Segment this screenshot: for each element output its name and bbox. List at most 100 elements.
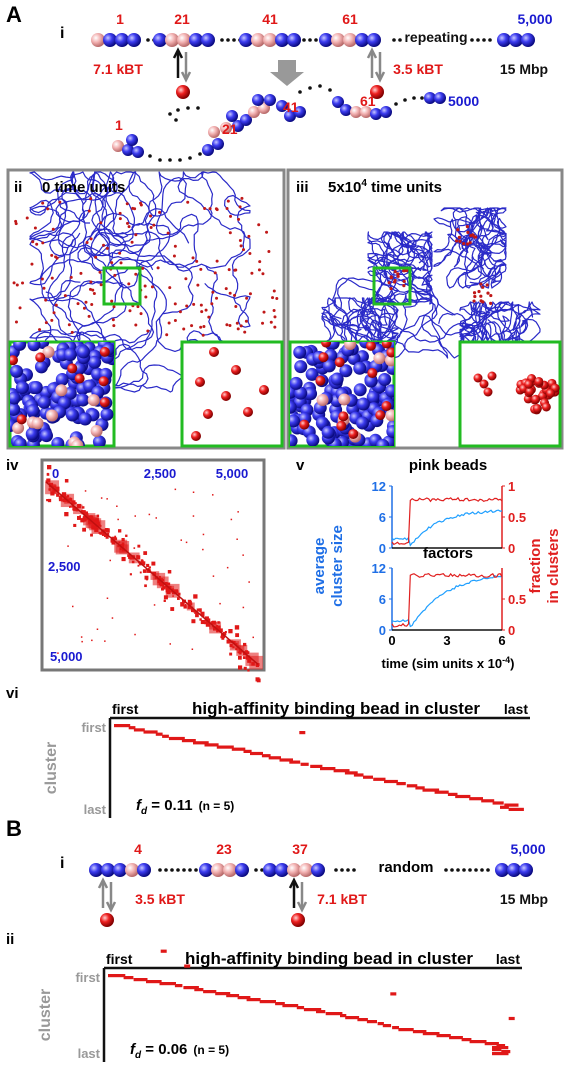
blue-bead — [264, 94, 276, 106]
pink-bead — [220, 122, 232, 134]
cluster-mark — [143, 730, 158, 734]
factor-dot — [238, 239, 242, 243]
chain-dot — [488, 38, 492, 42]
contact — [109, 559, 111, 562]
chain-dot — [346, 868, 350, 872]
factor-dot — [92, 292, 96, 296]
factor-dot — [243, 330, 247, 334]
contact — [237, 511, 239, 513]
contact — [90, 533, 93, 537]
contact — [58, 497, 63, 502]
fd-value: fd = 0.06 (n = 5) — [130, 1041, 229, 1061]
cluster-mark — [353, 773, 364, 777]
red-bead — [67, 363, 78, 374]
factor-dot — [69, 275, 73, 279]
cluster-mark — [204, 743, 219, 747]
factor-dot — [190, 324, 194, 328]
red-bead — [365, 342, 376, 351]
red-bead — [98, 376, 109, 387]
factor-dot — [149, 214, 153, 218]
v-left-tick-label: 6 — [379, 592, 386, 607]
factor-dot — [199, 325, 203, 329]
chain-dot — [188, 156, 192, 160]
factor-dot — [51, 227, 55, 231]
cluster-mark — [398, 1028, 414, 1032]
blue-bead — [319, 33, 333, 47]
v-right-tick-label: 0 — [508, 623, 515, 638]
red-bead — [524, 379, 534, 389]
factor-dot — [199, 267, 203, 271]
contact — [111, 617, 114, 619]
contact — [226, 566, 229, 569]
chain-dot — [220, 38, 224, 42]
cluster-order-chart-a: first last high-affinity binding bead in c… — [43, 699, 530, 818]
blue-bead — [322, 359, 336, 373]
blue-bead — [39, 429, 53, 443]
size-label: 15 Mbp — [500, 61, 548, 77]
factor-dot — [79, 271, 83, 275]
red-bead — [10, 355, 18, 366]
y-last-label: last — [78, 1046, 101, 1061]
cluster-mark — [406, 784, 418, 788]
factor-dot — [50, 276, 54, 280]
factor-dot — [113, 273, 117, 277]
red-bead — [541, 402, 551, 412]
panel-ii-label: ii — [14, 179, 22, 196]
factor-dot — [396, 272, 400, 276]
contact — [198, 608, 202, 612]
pink-bead — [211, 863, 225, 877]
contact — [64, 512, 69, 517]
panel-b-letter: B — [6, 816, 22, 841]
contact — [155, 517, 157, 519]
red-bead — [532, 404, 542, 414]
cluster-mark — [363, 775, 373, 779]
cluster-mark — [422, 788, 440, 792]
factor-dot — [127, 225, 131, 229]
y-last-label: last — [84, 802, 107, 817]
blue-bead — [355, 416, 369, 430]
factor-dot — [90, 303, 94, 307]
contact — [114, 535, 117, 538]
panel-v-label: v — [296, 457, 305, 474]
factor-dot — [85, 240, 89, 244]
contact — [201, 614, 205, 618]
diagonal — [45, 481, 259, 665]
chain-dot — [198, 152, 202, 156]
factor-dot — [185, 304, 189, 308]
cluster-mark — [484, 1042, 499, 1046]
v-x-tick-label: 0 — [388, 633, 395, 648]
contact — [145, 578, 149, 581]
contact — [77, 516, 81, 520]
pink-bead — [248, 106, 260, 118]
contact — [125, 534, 128, 537]
contact — [212, 575, 215, 577]
factor-dot — [227, 268, 231, 272]
chain-dot — [168, 112, 172, 116]
factor-dot — [50, 253, 54, 257]
cluster-mark — [133, 978, 148, 982]
contact — [256, 678, 261, 683]
blue-bead — [55, 372, 69, 386]
factor-bead — [370, 85, 384, 99]
y-axis-label: cluster — [37, 989, 54, 1041]
cluster-mark — [461, 1038, 472, 1042]
contact — [235, 633, 240, 638]
factor-dot — [472, 291, 477, 295]
blue-bead — [226, 110, 238, 122]
panel-b-ii-label: ii — [6, 931, 14, 948]
contact — [137, 544, 141, 548]
factor-dot — [458, 239, 462, 243]
factor-dot — [54, 255, 58, 259]
factor-dot — [82, 306, 86, 310]
red-bead — [534, 376, 544, 386]
y-first-label: first — [81, 720, 106, 735]
blue-bead — [275, 863, 289, 877]
blue-bead — [340, 104, 352, 116]
contact — [47, 465, 52, 470]
panel-vi-label: vi — [6, 685, 19, 702]
cluster-mark — [325, 1012, 343, 1016]
factor-dot — [52, 311, 56, 315]
cluster-mark — [275, 1002, 285, 1006]
contact — [144, 584, 147, 588]
factor-dot — [481, 285, 485, 289]
